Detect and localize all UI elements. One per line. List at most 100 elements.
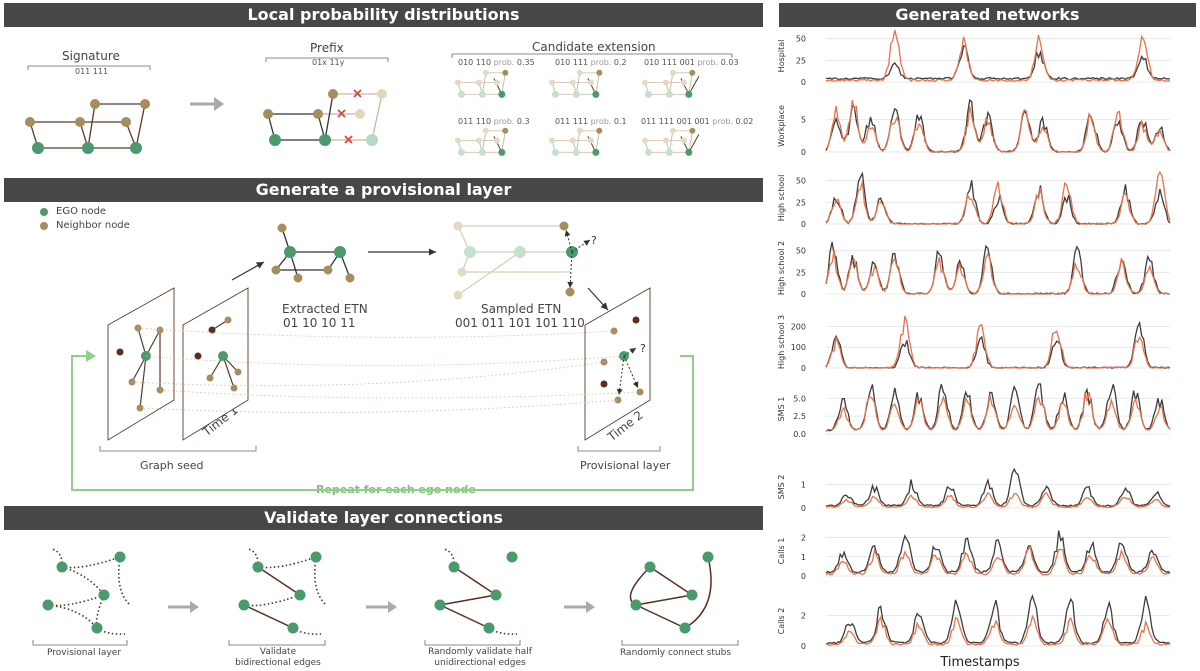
step-validate-bidirectional: Validate bidirectional edges	[235, 647, 321, 668]
panel-label: Calls 1	[777, 538, 786, 565]
candidate-code: 010 110	[458, 58, 492, 67]
banner-validate-layer: Validate layer connections	[4, 506, 763, 530]
prefix-bracket	[265, 57, 389, 62]
panel-high-school-2: 50 25 0 High school 2	[777, 241, 1170, 299]
series-gen	[825, 249, 1170, 295]
sampled-question: ?	[591, 234, 597, 247]
candidate-5: 011 111 prob. 0.1	[555, 117, 627, 126]
tick-label: 2	[801, 612, 806, 621]
series-real	[825, 320, 1171, 369]
banner-provisional-layer: Generate a provisional layer	[4, 178, 763, 202]
signature-label: Signature	[62, 49, 120, 63]
candidate-graph-3	[642, 69, 700, 98]
panel-label: SMS 2	[777, 475, 786, 500]
tick-label: 25	[796, 198, 806, 207]
series-real	[825, 594, 1171, 645]
candidate-3: 010 111 001 prob. 0.03	[644, 58, 739, 67]
candidate-graph-2	[549, 69, 603, 98]
prob-label: prob.	[590, 58, 612, 67]
tick-label: 25	[796, 56, 806, 65]
tick-label: 0	[801, 290, 806, 299]
candidate-graph-6	[642, 127, 700, 156]
tick-label: 200	[791, 322, 806, 331]
validation-graph-1	[42, 548, 131, 635]
signature-code: 011 111	[75, 67, 109, 76]
sampled-etn-title: Sampled ETN	[481, 302, 562, 316]
time0-plane	[107, 287, 175, 441]
step-random-half: Randomly validate half unidirectional ed…	[428, 647, 532, 668]
panel-label: High school	[777, 175, 786, 222]
prefix-code: 01x 11y	[312, 58, 345, 67]
validation-graph-2	[238, 548, 327, 635]
seed-bracket	[99, 446, 257, 452]
series-gen	[825, 170, 1171, 225]
panel-label: Workplace	[777, 105, 786, 147]
tick-label: 0	[801, 364, 806, 373]
tick-label: 50	[796, 247, 806, 256]
sampled-etn-code: 001 011 101 101 110	[455, 316, 585, 330]
candidate-code: 010 111 001	[644, 58, 695, 67]
legend-ego-label: EGO node	[56, 206, 107, 217]
candidate-code: 011 110	[458, 117, 492, 126]
step-provisional-layer: Provisional layer	[47, 648, 121, 658]
signature-nodes	[25, 99, 150, 154]
tick-label: 0	[801, 220, 806, 229]
repeat-loop	[71, 355, 694, 491]
panel-label: Calls 2	[777, 608, 786, 635]
panel-high-school: 50 25 0 High school	[777, 170, 1171, 229]
provisional-layer-label: Provisional layer	[580, 459, 671, 472]
time2-question: ?	[640, 342, 646, 355]
panel-sms-1: 5.0 2.5 0.0 SMS 1	[777, 383, 1171, 439]
tick-label: 2	[801, 534, 806, 543]
diagram-svg: ? ?	[25, 53, 739, 646]
step-connect-stubs: Randomly connect stubs	[620, 648, 732, 658]
x-axis-label: Timestamps	[939, 655, 1020, 670]
panel-label: SMS 1	[777, 397, 786, 422]
tick-label: 1	[801, 553, 806, 562]
panel-calls-2: 2 0 Calls 2	[777, 594, 1171, 651]
tick-label: 0	[801, 78, 806, 87]
panel-workplace: 5 0 Workplace	[777, 98, 1171, 157]
tick-label: 50	[796, 177, 806, 186]
tick-label: 1	[801, 481, 806, 490]
validation-graphs	[42, 548, 714, 635]
tick-label: 0	[801, 504, 806, 513]
series-gen	[825, 29, 1171, 83]
series-gen	[825, 100, 1171, 153]
candidate-bracket	[451, 53, 733, 58]
candidate-6: 011 111 001 001 prob. 0.02	[641, 117, 753, 126]
candidate-4: 011 110 prob. 0.3	[458, 117, 530, 126]
time2-plane	[584, 287, 651, 441]
prefix-nodes	[263, 89, 387, 146]
series-real	[825, 45, 1171, 81]
prefix-label: Prefix	[310, 41, 344, 55]
prefix-graph	[267, 93, 383, 141]
prob-value: 0.3	[516, 117, 530, 126]
sampled-etn	[457, 225, 572, 296]
tick-label: 5.0	[793, 394, 806, 403]
panel-calls-1: 2 1 0 Calls 1	[777, 530, 1171, 581]
legend-neighbor-label: Neighbor node	[56, 220, 130, 231]
panel-label: High school 3	[777, 315, 786, 369]
graph-seed-label: Graph seed	[140, 459, 204, 472]
tick-label: 0	[801, 642, 806, 651]
banner-local-probability: Local probability distributions	[4, 3, 763, 27]
legend-ego-dot	[40, 208, 48, 216]
candidate-code: 010 111	[555, 58, 589, 67]
extracted-etn-code: 01 10 10 11	[283, 316, 356, 330]
validation-graph-4	[629, 551, 714, 634]
prob-value: 0.2	[613, 58, 627, 67]
prob-label: prob.	[590, 117, 612, 126]
tick-label: 0	[801, 572, 806, 581]
candidate-graph-5	[549, 127, 603, 156]
candidate-graphs	[455, 69, 700, 156]
candidate-code: 011 111	[555, 117, 589, 126]
candidate-label: Candidate extension	[532, 40, 656, 54]
candidate-2: 010 111 prob. 0.2	[555, 58, 627, 67]
prob-label: prob.	[493, 58, 515, 67]
tick-label: 50	[796, 35, 806, 44]
tick-label: 0	[801, 148, 806, 157]
prob-value: 0.1	[613, 117, 627, 126]
legend-neighbor-dot	[40, 222, 48, 230]
tick-label: 25	[796, 268, 806, 277]
